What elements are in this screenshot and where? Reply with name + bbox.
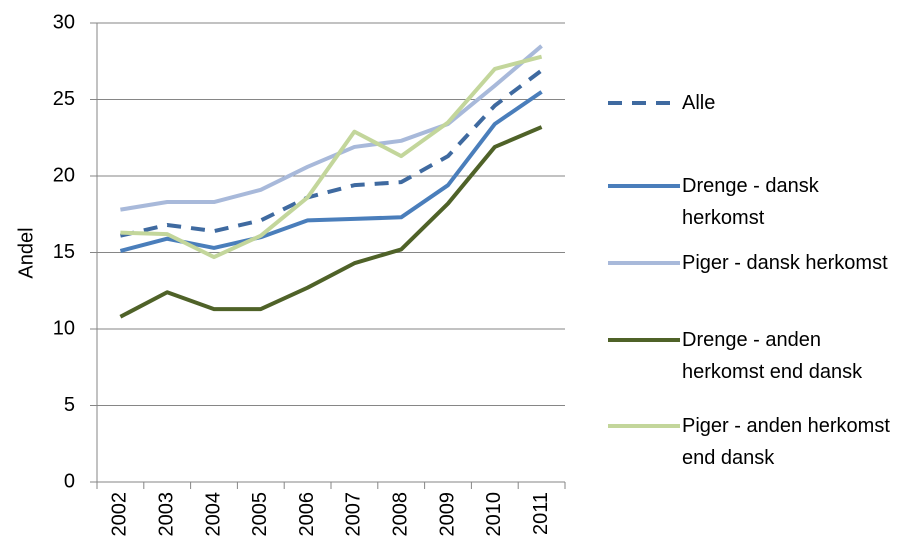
legend-swatch: [608, 184, 680, 188]
line-series: [119, 68, 543, 238]
x-tick-label: 2008: [389, 492, 411, 537]
line-series: [120, 54, 543, 260]
x-tick-label: 2004: [202, 492, 224, 537]
legend-swatch: [608, 101, 680, 105]
legend-swatch: [608, 261, 680, 265]
y-tick-label: 10: [53, 317, 75, 339]
legend-label: Alle: [682, 92, 716, 114]
legend-label: Drenge - anden herkomst end dansk: [682, 329, 863, 383]
y-tick-label: 5: [64, 394, 75, 416]
y-tick-label: 20: [53, 164, 75, 186]
line-series: [120, 44, 543, 212]
y-tick-label: 15: [53, 241, 75, 263]
legend-item: Drenge - anden herkomst end dansk: [606, 324, 894, 388]
legend-item: Alle: [606, 87, 894, 119]
legend-item: Drenge - dansk herkomst: [606, 170, 894, 234]
legend-item: Piger - dansk herkomst: [606, 247, 894, 279]
x-tick-label: 2003: [155, 492, 177, 537]
line-series: [119, 125, 543, 319]
x-tick-label: 2010: [483, 492, 505, 537]
x-tick-label: 2006: [296, 492, 318, 537]
x-tick-label: 2011: [530, 492, 552, 535]
line-series: [119, 90, 543, 253]
legend-swatch: [608, 424, 680, 428]
legend-label: Piger - dansk herkomst: [682, 252, 888, 274]
legend-label: Drenge - dansk herkomst: [682, 175, 819, 229]
legend-swatch: [608, 338, 680, 342]
x-tick-label: 2002: [109, 492, 131, 537]
x-tick-label: 2007: [343, 492, 365, 537]
y-tick-label: 25: [53, 88, 75, 110]
y-tick-label: 30: [53, 11, 75, 33]
x-tick-label: 2009: [436, 492, 458, 537]
y-tick-label: 0: [64, 470, 75, 492]
x-tick-label: 2005: [249, 492, 271, 537]
legend-label: Piger - anden herkomst end dansk: [682, 415, 890, 469]
legend-item: Piger - anden herkomst end dansk: [606, 410, 894, 474]
y-axis-label: Andel: [15, 227, 37, 278]
